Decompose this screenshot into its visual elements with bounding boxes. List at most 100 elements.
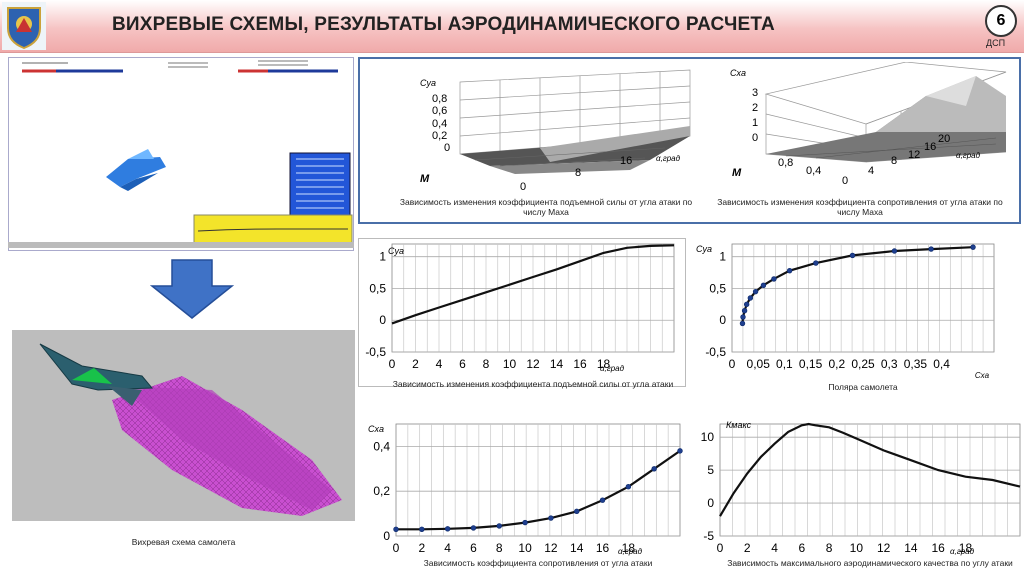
x-tick-label: 0 — [393, 541, 400, 555]
alpha-tick-2: 12 — [908, 149, 920, 161]
x-tick-label: 2 — [744, 541, 751, 555]
header-bar: ВИХРЕВЫЕ СХЕМЫ, РЕЗУЛЬТАТЫ АЭРОДИНАМИЧЕС… — [0, 0, 1024, 53]
data-point — [419, 526, 425, 532]
m-tick-0: 0,8 — [778, 157, 793, 169]
y-tick-label: 0,5 — [369, 281, 386, 295]
chart-xlabel: α,град — [950, 547, 975, 556]
x-tick-label: 14 — [550, 357, 564, 371]
surface-cya-mlabel: M — [420, 173, 430, 185]
chart-ylabel: Cya — [388, 246, 404, 256]
aircraft-model-icon — [106, 149, 166, 191]
y-tick-label: 0 — [707, 496, 714, 510]
x-tick-label: 18 — [597, 357, 611, 371]
x-tick-label: 10 — [503, 357, 517, 371]
z-tick-3: 0,2 — [432, 130, 447, 142]
data-point — [771, 276, 777, 282]
y-tick-label: 5 — [707, 463, 714, 477]
alpha-tick-1: 8 — [891, 155, 897, 167]
x-tick-label: 12 — [526, 357, 540, 371]
surface-cxa-caption: Зависимость изменения коэффициента сопро… — [717, 197, 1003, 217]
y-tick-label: -5 — [703, 529, 714, 543]
surface-cya-xlabel: α,град — [656, 154, 681, 163]
data-point — [743, 301, 750, 308]
classification-label: ДСП — [986, 38, 1006, 48]
data-point — [496, 523, 502, 529]
x-tick-label: 0,4 — [933, 357, 950, 371]
z-tick-0: 3 — [752, 87, 758, 99]
data-point — [677, 448, 683, 454]
x-tick-label: 16 — [932, 541, 946, 555]
alpha-tick-3: 16 — [924, 141, 936, 153]
data-point — [740, 314, 746, 320]
x-tick-label: 0,05 — [747, 357, 771, 371]
data-point — [625, 484, 632, 490]
series-line — [719, 422, 1021, 517]
chart-ylabel: Cxa — [368, 424, 384, 434]
x-tick-label: 8 — [826, 541, 833, 555]
y-tick-label: 1 — [719, 250, 726, 264]
slide-number-badge: 6 — [985, 5, 1017, 37]
series-line — [391, 244, 675, 325]
data-point — [970, 244, 976, 250]
m-tick-1: 0,4 — [806, 165, 821, 177]
x-tick-label: 0,15 — [799, 357, 823, 371]
y-tick-label: 0,4 — [373, 439, 390, 453]
x-tick-label: 2 — [418, 541, 425, 555]
x-tick-label: 6 — [470, 541, 477, 555]
x-tick-label: 2 — [412, 357, 419, 371]
data-point — [760, 282, 767, 288]
data-point — [741, 308, 748, 314]
surface-cxa-mlabel: M — [732, 167, 742, 179]
x-tick-label: 4 — [444, 541, 451, 555]
coat-of-arms-icon — [2, 2, 46, 50]
data-point — [786, 267, 793, 274]
y-tick-label: 0 — [383, 529, 390, 543]
x-tick-label: 6 — [459, 357, 466, 371]
x-tick-label: 18 — [959, 541, 973, 555]
x-tick-label: 12 — [544, 541, 558, 555]
vortex-scheme-image — [12, 330, 355, 521]
x-tick-label: 0 — [389, 357, 396, 371]
z-tick-2: 0,4 — [432, 118, 447, 130]
x-tick-label: 10 — [518, 541, 532, 555]
data-point — [928, 246, 934, 252]
surface-cxa-plot: Cxa 3 2 1 0 0,8 0,4 0 4 8 12 16 20 α,гра… — [730, 62, 1007, 187]
surface-cya-ylabel: Cya — [420, 78, 436, 88]
x-tick-label: 18 — [622, 541, 636, 555]
data-point — [470, 525, 477, 531]
chart-ylabel: Cya — [696, 244, 712, 254]
data-point — [548, 515, 554, 521]
data-point — [891, 248, 898, 254]
x-tick-label: 0,35 — [904, 357, 928, 371]
alpha-tick-1: 8 — [575, 167, 581, 179]
chart-caption: Поляра самолета — [828, 382, 898, 392]
chart-cya-alpha: 10,50-0,50 2 4 6 8 10 12 14 16 18Cyaα,градЗависим… — [358, 238, 686, 389]
chart-xlabel: Cxa — [975, 371, 990, 380]
y-tick-label: 1 — [379, 250, 386, 264]
alpha-tick-4: 20 — [938, 133, 950, 145]
data-point — [522, 519, 528, 526]
x-tick-label: 0 — [729, 357, 736, 371]
chart-caption: Зависимость изменения коэффициента подъе… — [393, 379, 674, 389]
x-tick-label: 0,25 — [851, 357, 875, 371]
surface-plots-frame — [358, 57, 1021, 224]
x-tick-label: 6 — [798, 541, 805, 555]
data-point — [599, 497, 606, 503]
chart-xlabel: α,град — [600, 364, 625, 373]
alpha-tick-2: 0 — [520, 181, 526, 192]
z-tick-1: 0,6 — [432, 105, 447, 117]
vortex-caption: Вихревая схема самолета — [131, 537, 236, 547]
x-tick-label: 14 — [904, 541, 918, 555]
data-point — [752, 288, 759, 295]
alpha-tick-0: 16 — [620, 155, 632, 167]
y-tick-label: 10 — [701, 430, 715, 444]
x-tick-label: 14 — [570, 541, 584, 555]
x-tick-label: 16 — [596, 541, 610, 555]
x-tick-label: 0,1 — [776, 357, 793, 371]
chart-ylabel: Кмакс — [726, 420, 752, 430]
surface-cxa-xlabel: α,град — [956, 151, 981, 160]
simulation-screenshot — [8, 57, 354, 251]
z-tick-2: 1 — [752, 117, 758, 129]
chart-xlabel: α,град — [618, 547, 643, 556]
